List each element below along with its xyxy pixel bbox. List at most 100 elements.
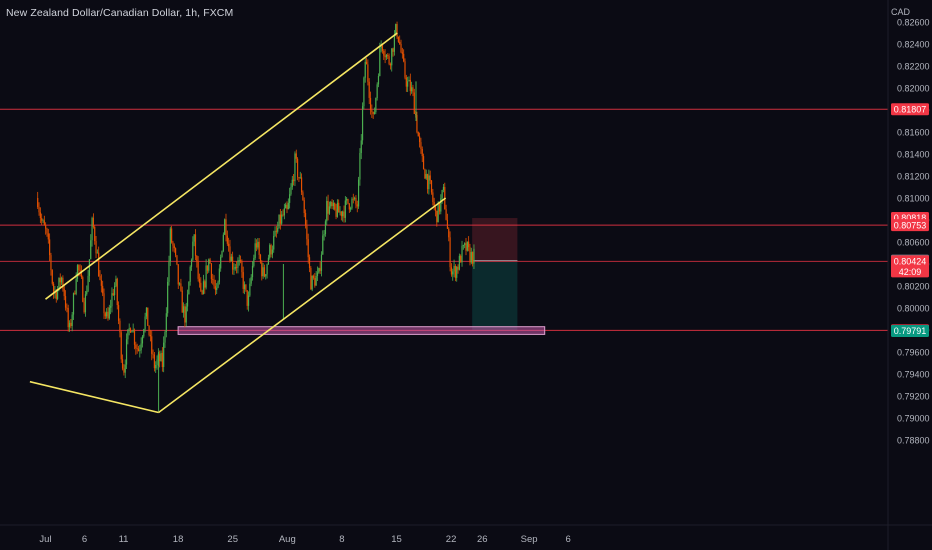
candle[interactable] — [400, 39, 402, 54]
channel-upper-line[interactable] — [45, 32, 398, 300]
candle[interactable] — [164, 330, 166, 348]
candle[interactable] — [145, 307, 148, 320]
candle[interactable] — [241, 259, 243, 278]
candle[interactable] — [108, 304, 110, 320]
candle[interactable] — [175, 247, 177, 258]
candle[interactable] — [407, 76, 409, 93]
candle[interactable] — [67, 304, 69, 332]
candle[interactable] — [411, 81, 413, 94]
candle[interactable] — [64, 290, 67, 311]
candle[interactable] — [324, 219, 327, 237]
candle[interactable] — [217, 280, 219, 289]
candle[interactable] — [214, 279, 216, 296]
candle[interactable] — [49, 233, 51, 262]
candle[interactable] — [245, 284, 247, 292]
candle[interactable] — [323, 229, 325, 241]
candle[interactable] — [39, 207, 41, 224]
candle[interactable] — [352, 193, 354, 204]
candle[interactable] — [331, 199, 333, 210]
candle[interactable] — [204, 279, 206, 294]
position-stop-zone[interactable] — [472, 218, 518, 261]
candle[interactable] — [153, 352, 155, 372]
position-target-zone[interactable] — [472, 260, 518, 331]
candle[interactable] — [224, 218, 226, 236]
candle[interactable] — [119, 318, 121, 338]
candle[interactable] — [314, 272, 316, 288]
candle[interactable] — [229, 239, 231, 263]
candle[interactable] — [462, 244, 464, 250]
candle[interactable] — [473, 244, 475, 270]
candle[interactable] — [454, 264, 456, 282]
candle[interactable] — [425, 169, 427, 180]
candle[interactable] — [300, 173, 303, 196]
candle[interactable] — [125, 333, 128, 370]
candle[interactable] — [159, 350, 161, 368]
candle[interactable] — [129, 327, 132, 333]
candle[interactable] — [277, 221, 279, 234]
candle[interactable] — [102, 280, 104, 297]
candle[interactable] — [208, 258, 210, 273]
candle[interactable] — [359, 148, 361, 186]
candle[interactable] — [141, 335, 144, 348]
candle[interactable] — [72, 292, 75, 320]
candle[interactable] — [360, 134, 362, 160]
candle[interactable] — [355, 195, 357, 209]
candle[interactable] — [363, 76, 365, 110]
candle[interactable] — [442, 184, 445, 193]
candle[interactable] — [464, 242, 466, 249]
candle[interactable] — [234, 263, 236, 271]
candle[interactable] — [401, 47, 403, 59]
candle[interactable] — [384, 49, 386, 64]
candle[interactable] — [46, 227, 48, 237]
candle[interactable] — [249, 278, 251, 297]
candle[interactable] — [220, 254, 222, 272]
candle[interactable] — [336, 199, 338, 218]
candle[interactable] — [354, 196, 356, 201]
candle[interactable] — [165, 307, 167, 338]
candle[interactable] — [347, 198, 349, 205]
price-badge[interactable]: 0.80753 — [891, 219, 929, 232]
candle[interactable] — [342, 210, 344, 222]
candle[interactable] — [426, 173, 429, 194]
candle[interactable] — [86, 285, 88, 296]
candle[interactable] — [332, 200, 334, 210]
candle[interactable] — [186, 289, 189, 312]
candle[interactable] — [338, 199, 340, 213]
candle[interactable] — [50, 252, 52, 276]
candle[interactable] — [334, 202, 336, 211]
candle[interactable] — [149, 329, 152, 342]
candle[interactable] — [99, 270, 101, 281]
candle[interactable] — [168, 255, 170, 286]
candle[interactable] — [413, 88, 415, 115]
candle[interactable] — [140, 337, 142, 354]
candle[interactable] — [351, 197, 353, 210]
candle[interactable] — [212, 273, 214, 285]
candle[interactable] — [190, 258, 193, 271]
candle[interactable] — [79, 264, 81, 277]
candle[interactable] — [106, 308, 108, 319]
candle[interactable] — [421, 146, 423, 163]
candle[interactable] — [397, 36, 399, 43]
candle[interactable] — [226, 230, 228, 246]
candle[interactable] — [422, 153, 425, 170]
candle[interactable] — [148, 325, 150, 337]
candle[interactable] — [121, 354, 124, 371]
candle[interactable] — [434, 204, 437, 217]
candle[interactable] — [348, 203, 350, 213]
candle[interactable] — [238, 254, 240, 266]
candle[interactable] — [200, 277, 202, 293]
candle[interactable] — [293, 174, 295, 186]
candle[interactable] — [131, 330, 133, 333]
candle[interactable] — [282, 209, 284, 217]
candle[interactable] — [453, 259, 455, 278]
candle[interactable] — [95, 235, 97, 258]
candle[interactable] — [107, 306, 109, 321]
candle[interactable] — [198, 273, 201, 288]
candle[interactable] — [315, 270, 317, 286]
candle[interactable] — [308, 254, 311, 273]
candle[interactable] — [365, 57, 368, 65]
candle[interactable] — [283, 203, 285, 220]
candle[interactable] — [197, 256, 199, 282]
candle[interactable] — [236, 261, 238, 274]
